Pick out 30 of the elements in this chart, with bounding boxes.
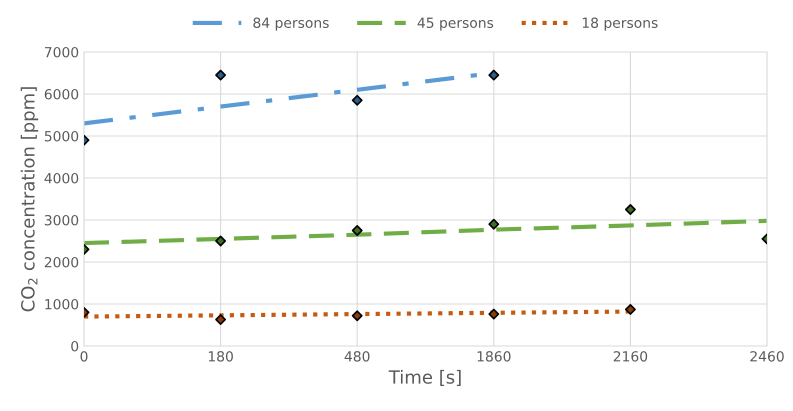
x-axis-title: Time [s] (388, 370, 461, 386)
y-tick-label: 3000 (44, 214, 78, 226)
y-tick-label: 4000 (44, 172, 78, 184)
point (352, 310, 363, 322)
y-tick-label: 7000 (44, 46, 78, 58)
y-tick-label: 2000 (44, 256, 78, 268)
point (488, 308, 500, 320)
point (352, 225, 363, 236)
x-tick-label: 480 (344, 351, 370, 362)
legend-label: 45 persons (418, 18, 494, 31)
legend-label: 18 persons (582, 17, 658, 31)
x-tick-label: 2460 (750, 351, 784, 362)
point (215, 314, 226, 325)
x-tick-label: 1860 (478, 351, 511, 362)
point (624, 204, 636, 215)
point (215, 70, 226, 81)
y-tick-label: 1000 (45, 298, 78, 310)
point (488, 70, 500, 81)
x-tick-label: 180 (208, 351, 233, 362)
y-tick-label: 0 (71, 340, 78, 352)
legend-label: 84 persons (253, 17, 329, 31)
y-tick-label: 6000 (44, 88, 78, 100)
x-tick-label: 2160 (614, 351, 648, 362)
point (488, 218, 500, 230)
y-axis-title: CO$_{2}$ concentration [ppm] (20, 87, 38, 312)
y-tick-label: 5000 (44, 130, 78, 142)
x-tick-label: 0 (80, 351, 88, 362)
point (624, 304, 636, 315)
point (215, 236, 226, 246)
point (352, 94, 363, 106)
